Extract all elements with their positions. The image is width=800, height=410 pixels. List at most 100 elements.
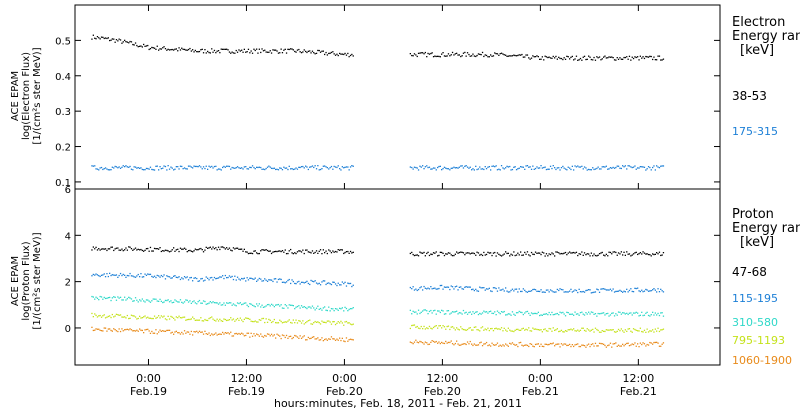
data-point xyxy=(181,317,183,319)
data-point xyxy=(194,248,196,250)
data-point xyxy=(231,319,233,321)
data-point xyxy=(200,247,202,250)
data-point xyxy=(294,168,296,170)
data-point xyxy=(422,310,424,312)
data-point xyxy=(594,168,597,170)
data-point xyxy=(424,255,426,257)
data-point xyxy=(456,52,458,54)
data-point xyxy=(593,291,595,293)
data-point xyxy=(219,302,221,304)
data-point xyxy=(306,307,308,310)
data-point xyxy=(230,317,232,319)
data-point xyxy=(543,291,545,293)
data-point xyxy=(496,310,499,312)
data-point xyxy=(234,304,236,306)
data-point xyxy=(513,54,515,56)
y-tick-label: 0.3 xyxy=(55,107,71,118)
data-point xyxy=(487,327,489,329)
data-point xyxy=(92,273,94,276)
data-point xyxy=(288,319,290,321)
data-point xyxy=(525,344,527,346)
data-point xyxy=(321,168,323,170)
data-point xyxy=(517,312,519,314)
data-point xyxy=(496,342,499,344)
data-point xyxy=(295,319,297,321)
data-point xyxy=(285,321,288,323)
data-point xyxy=(163,315,165,317)
data-point xyxy=(443,254,446,257)
data-point xyxy=(246,332,248,334)
data-point xyxy=(204,167,206,170)
data-point xyxy=(145,45,148,47)
data-point xyxy=(91,249,93,251)
data-point xyxy=(590,169,592,171)
data-point xyxy=(321,253,323,255)
data-point xyxy=(134,330,137,332)
data-point xyxy=(566,311,568,313)
data-point xyxy=(152,332,154,334)
data-point xyxy=(494,287,496,289)
data-point xyxy=(212,167,214,169)
data-point xyxy=(224,304,226,306)
data-point xyxy=(481,326,484,328)
data-point xyxy=(473,55,475,57)
data-point xyxy=(275,250,277,253)
data-point xyxy=(620,313,622,315)
data-point xyxy=(472,252,474,254)
data-point xyxy=(487,288,489,290)
data-point xyxy=(583,345,586,347)
data-point xyxy=(653,331,655,333)
data-point xyxy=(649,166,651,169)
data-point xyxy=(661,312,663,314)
data-point xyxy=(177,166,179,168)
data-point xyxy=(345,251,348,253)
data-point xyxy=(177,332,179,334)
data-point xyxy=(507,55,509,57)
data-point xyxy=(581,311,583,313)
data-point xyxy=(600,252,602,254)
data-point xyxy=(129,328,131,330)
data-point xyxy=(574,252,576,254)
data-point xyxy=(100,248,103,250)
data-point xyxy=(228,275,231,277)
data-point xyxy=(441,341,443,344)
data-point xyxy=(626,56,628,58)
data-point xyxy=(318,339,320,341)
data-point xyxy=(422,252,424,254)
data-point xyxy=(299,283,301,285)
data-point xyxy=(272,280,274,283)
data-point xyxy=(247,332,250,334)
data-point xyxy=(208,51,210,54)
data-point xyxy=(189,300,191,302)
data-point xyxy=(196,319,198,321)
data-point xyxy=(569,313,571,315)
data-point xyxy=(479,254,481,256)
data-point xyxy=(171,249,173,251)
data-point xyxy=(662,342,665,344)
data-point xyxy=(276,281,278,283)
data-point xyxy=(317,321,319,323)
data-point xyxy=(457,167,459,169)
data-point xyxy=(340,339,342,342)
data-point xyxy=(96,249,99,251)
data-point xyxy=(592,59,594,61)
data-point xyxy=(122,316,124,318)
data-point xyxy=(630,344,632,346)
data-point xyxy=(653,341,655,344)
data-point xyxy=(250,303,252,305)
data-point xyxy=(593,253,595,255)
data-point xyxy=(197,301,199,303)
data-point xyxy=(158,49,160,51)
data-point xyxy=(155,329,157,331)
data-point xyxy=(341,53,343,55)
data-point xyxy=(480,168,482,170)
data-point xyxy=(200,278,202,280)
data-point xyxy=(260,278,262,280)
data-point xyxy=(253,278,255,280)
data-point xyxy=(246,168,248,170)
data-point xyxy=(129,165,131,168)
data-point xyxy=(613,59,616,61)
data-point xyxy=(279,319,281,321)
data-point xyxy=(345,307,348,310)
data-point xyxy=(91,295,93,298)
